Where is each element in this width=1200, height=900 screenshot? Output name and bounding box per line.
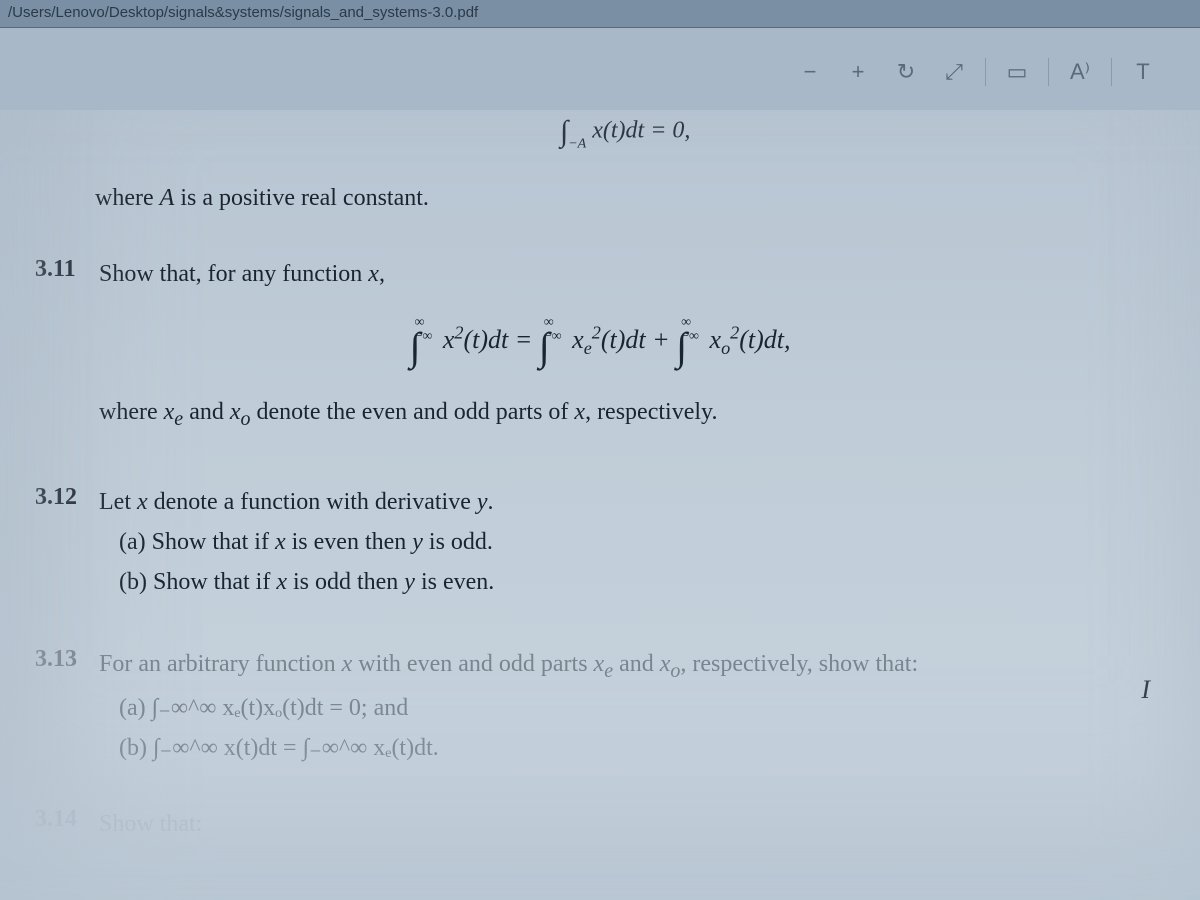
toolbar-divider [985,58,986,86]
address-bar[interactable]: /Users/Lenovo/Desktop/signals&systems/si… [0,0,1200,28]
problem-number: 3.13 [35,646,85,766]
partial-equation-fragment: ∫−A x(t)dt = 0, [560,115,690,153]
equals: = [515,325,539,354]
file-path: /Users/Lenovo/Desktop/signals&systems/si… [8,4,478,21]
rotate-button[interactable]: ↻ [889,55,923,89]
followup-text: where xe and xo denote the even and odd … [99,394,1165,434]
problem-3-12: 3.12 Let x denote a function with deriva… [35,484,1165,600]
problem-3-13: 3.13 For an arbitrary function x with ev… [35,646,1165,766]
paragraph-where-A: where A is a positive real constant. [95,180,1165,216]
problem-3-14: 3.14 Show that: [35,806,1165,842]
problem-3-11: 3.11 Show that, for any function x, [35,256,1165,292]
lower-bound: −A [568,137,586,152]
problem-lead: Let x denote a function with derivative … [99,489,494,515]
read-aloud-button[interactable]: A⁾ [1063,55,1097,89]
text-select-button[interactable]: T [1126,55,1160,89]
problem-lead: Show that: [99,811,202,837]
pdf-toolbar: − + ↻ ⤢ ▭ A⁾ T [793,55,1160,89]
plus: + [652,325,676,354]
problem-number: 3.12 [35,484,85,600]
page-view-button[interactable]: ▭ [1000,55,1034,89]
problem-number: 3.14 [35,806,85,842]
problem-lead: Show that, for any function x, [99,261,385,287]
integral-bounds: ∞−∞ [414,316,432,344]
subpart-b: (b) Show that if x is odd then y is even… [119,564,1165,600]
problem-number: 3.11 [35,256,85,292]
toolbar-divider [1111,58,1112,86]
subpart-a: (a) Show that if x is even then y is odd… [119,524,1165,560]
integrand: x2(t)dt [443,325,508,354]
integral-bounds: ∞−∞ [681,316,699,344]
zoom-in-button[interactable]: + [841,55,875,89]
subpart-a: (a) ∫₋∞^∞ xₑ(t)xₒ(t)dt = 0; and [119,690,1165,726]
zoom-out-button[interactable]: − [793,55,827,89]
fit-page-button[interactable]: ⤢ [937,55,971,89]
toolbar-divider [1048,58,1049,86]
subpart-b: (b) ∫₋∞^∞ x(t)dt = ∫₋∞^∞ xₑ(t)dt. [119,730,1165,766]
integrand: xe2(t)dt [572,325,645,354]
integral-symbol: ∫ [560,115,568,149]
equation-3-11: ∫∞−∞ x2(t)dt = ∫∞−∞ xe2(t)dt + ∫∞−∞ xo2(… [35,316,1165,370]
integrand: xo2(t)dt, [710,325,791,354]
pdf-page: ∫−A x(t)dt = 0, where A is a positive re… [0,110,1200,900]
problem-lead: For an arbitrary function x with even an… [99,651,918,677]
integral-bounds: ∞−∞ [544,316,562,344]
equation-body: x(t)dt = 0, [592,118,690,144]
